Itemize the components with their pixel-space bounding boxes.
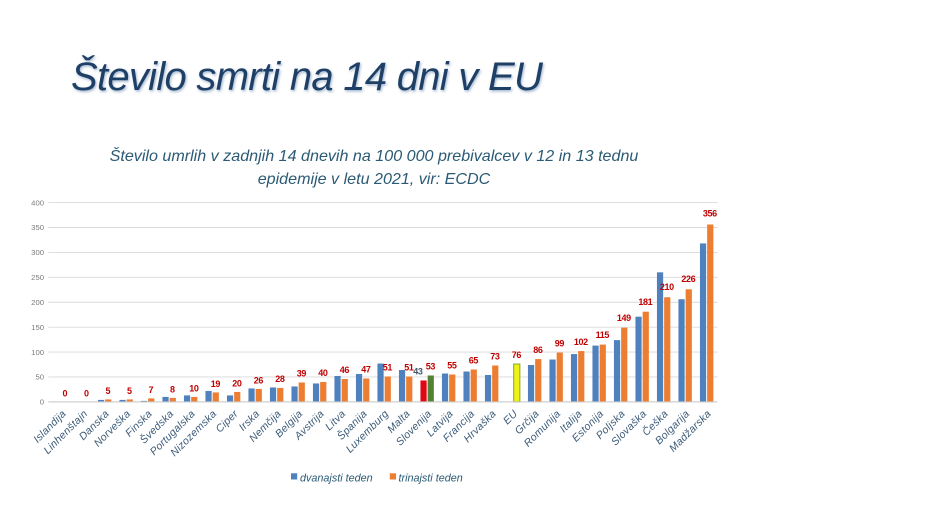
svg-text:51: 51 (404, 363, 414, 373)
svg-text:dvanajsti teden: dvanajsti teden (300, 472, 373, 484)
svg-text:8: 8 (170, 384, 175, 394)
svg-text:0: 0 (63, 388, 68, 398)
svg-text:73: 73 (490, 351, 500, 361)
svg-text:200: 200 (31, 298, 44, 307)
svg-text:99: 99 (555, 338, 565, 348)
svg-text:28: 28 (275, 374, 285, 384)
svg-text:Ciper: Ciper (213, 408, 240, 435)
svg-text:20: 20 (232, 378, 242, 388)
svg-text:trinajsti teden: trinajsti teden (399, 472, 463, 484)
svg-text:356: 356 (703, 208, 717, 218)
svg-text:40: 40 (318, 368, 328, 378)
svg-text:19: 19 (211, 379, 221, 389)
svg-text:39: 39 (297, 369, 307, 379)
svg-text:65: 65 (469, 356, 479, 366)
svg-text:50: 50 (35, 373, 44, 382)
svg-text:76: 76 (512, 350, 522, 360)
svg-text:5: 5 (127, 386, 132, 396)
svg-text:250: 250 (31, 273, 44, 282)
svg-text:7: 7 (149, 385, 154, 395)
svg-text:47: 47 (361, 365, 371, 375)
svg-text:102: 102 (574, 337, 588, 347)
svg-text:210: 210 (660, 282, 674, 292)
svg-text:181: 181 (638, 297, 652, 307)
svg-text:300: 300 (31, 248, 44, 257)
svg-text:26: 26 (254, 375, 264, 385)
svg-text:46: 46 (340, 365, 350, 375)
svg-text:100: 100 (31, 348, 44, 357)
svg-text:51: 51 (383, 363, 393, 373)
svg-text:10: 10 (189, 383, 199, 393)
svg-text:5: 5 (106, 386, 111, 396)
svg-text:Število umrlih v zadnjih 14 dn: Število umrlih v zadnjih 14 dnevih na 10… (110, 146, 639, 165)
svg-text:350: 350 (31, 223, 44, 232)
svg-text:0: 0 (84, 388, 89, 398)
svg-text:55: 55 (447, 361, 457, 371)
svg-text:86: 86 (533, 345, 543, 355)
svg-text:43: 43 (413, 367, 423, 377)
svg-text:400: 400 (31, 198, 44, 207)
svg-text:53: 53 (426, 362, 436, 372)
svg-text:226: 226 (681, 274, 695, 284)
svg-text:epidemije v letu 2021, vir: EC: epidemije v letu 2021, vir: ECDC (258, 170, 491, 188)
svg-text:150: 150 (31, 323, 44, 332)
svg-text:149: 149 (617, 313, 631, 323)
svg-text:0: 0 (40, 398, 44, 407)
svg-text:115: 115 (596, 330, 610, 340)
